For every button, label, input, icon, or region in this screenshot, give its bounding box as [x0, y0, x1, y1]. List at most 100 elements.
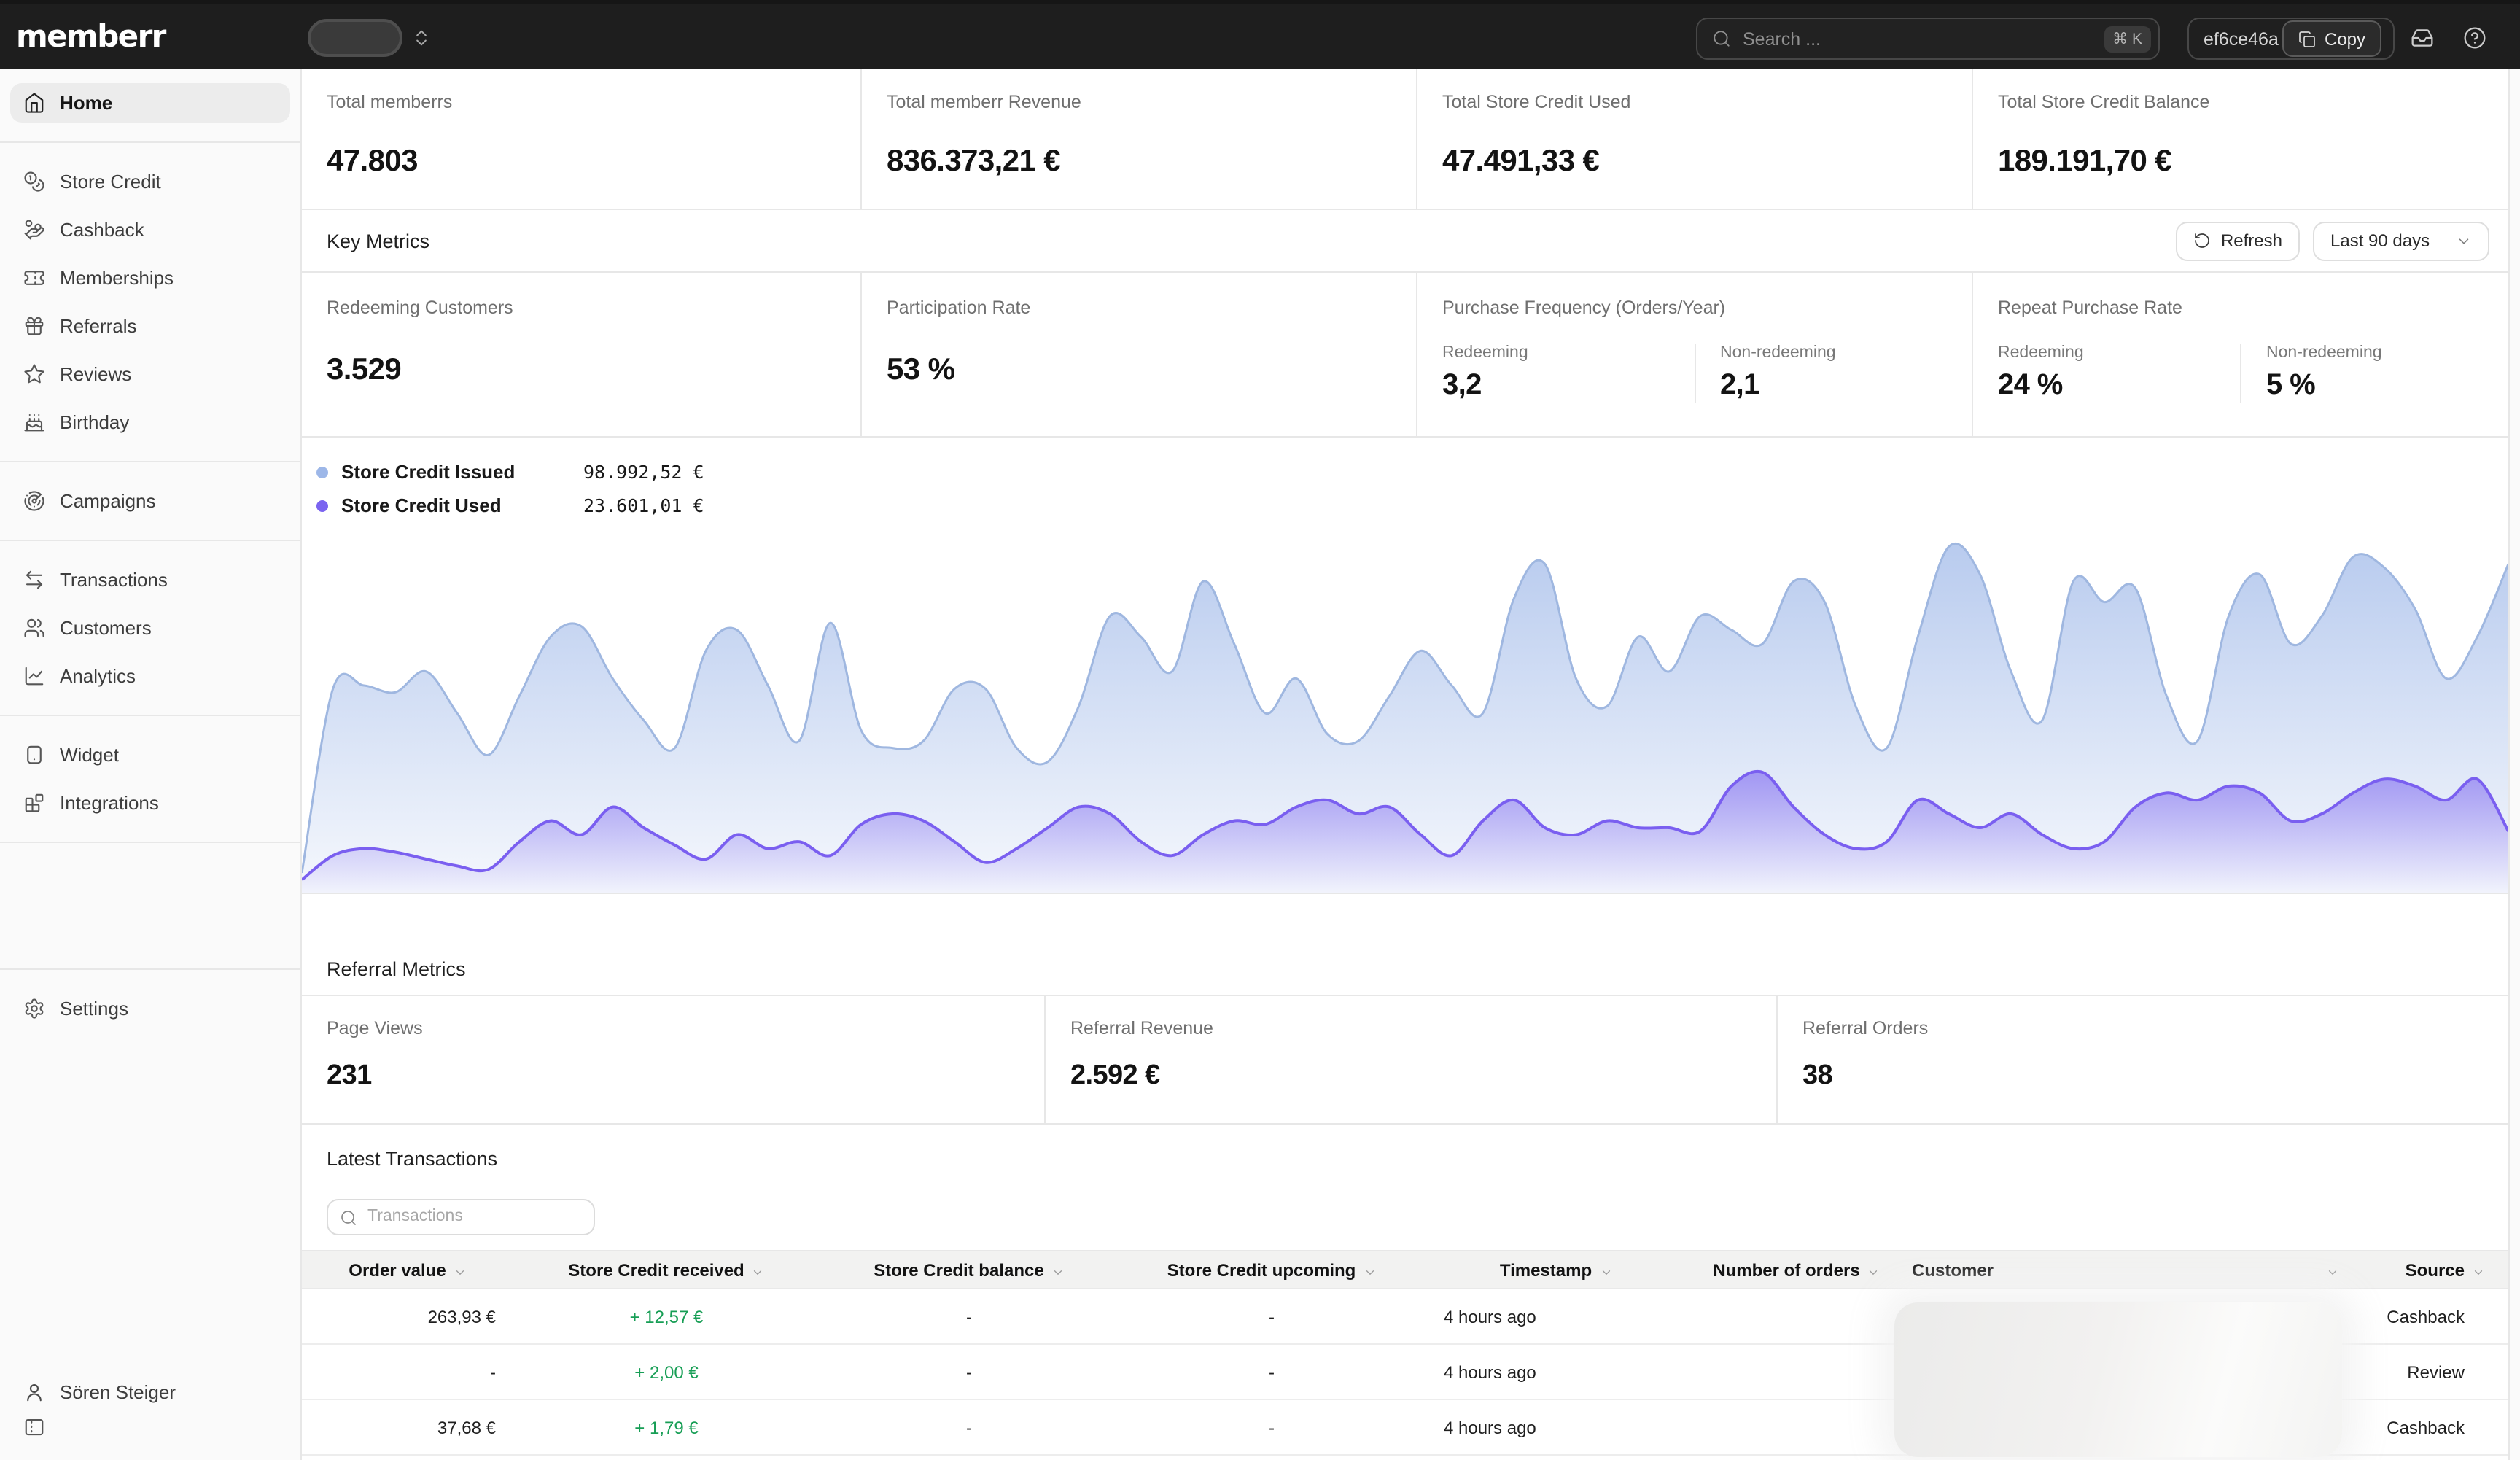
search-icon [1712, 29, 1731, 48]
cell-source: Cashback [2351, 1399, 2508, 1455]
sidebar-item-analytics[interactable]: Analytics [10, 656, 290, 696]
sub-label: Non-redeeming [2266, 344, 2508, 362]
cell-order_value: 37,68 € [302, 1399, 513, 1455]
stats-row: Total memberrs47.803Total memberr Revenu… [302, 69, 2508, 210]
metric-value: 3.529 [327, 353, 860, 388]
sidebar-item-cashback[interactable]: Cashback [10, 210, 290, 249]
sidebar-item-widget[interactable]: Widget [10, 735, 290, 774]
store-credit-chart-section: Store Credit Issued98.992,52 €Store Cred… [302, 438, 2508, 894]
column-header-source[interactable]: Source [2351, 1251, 2508, 1289]
cell-store_credit_upcoming: - [1119, 1289, 1425, 1344]
referral-metrics-title: Referral Metrics [327, 958, 466, 980]
gear-icon [23, 998, 45, 1020]
cell-number_of_orders [1687, 1289, 1906, 1344]
ref-value: 231 [327, 1060, 1044, 1092]
sidebar-item-memberships[interactable]: Memberships [10, 258, 290, 298]
sidebar-item-store-credit[interactable]: Store Credit [10, 162, 290, 201]
column-header-store-credit-received[interactable]: Store Credit received [513, 1251, 820, 1289]
sidebar-item-settings[interactable]: Settings [10, 989, 290, 1028]
column-header-store-credit-upcoming[interactable]: Store Credit upcoming [1119, 1251, 1425, 1289]
sidebar-item-label: Campaigns [60, 490, 156, 512]
search-shortcut-badge: ⌘ K [2104, 26, 2151, 52]
referral-metrics-header: Referral Metrics [302, 894, 2508, 996]
legend-series-name: Store Credit Issued [341, 461, 583, 483]
hand-coins-icon [23, 219, 45, 241]
cell-number_of_orders [1687, 1344, 1906, 1399]
app-root: memberr ⌘ K ef6ce46a Copy HomeStore Cred… [0, 0, 2520, 1460]
cell-store_credit_received: + 2,00 € [513, 1344, 820, 1399]
global-search[interactable]: ⌘ K [1696, 18, 2160, 60]
column-header-number-of-orders[interactable]: Number of orders [1687, 1251, 1906, 1289]
legend-dot [316, 466, 328, 478]
metric-sub-non-redeeming: Non-redeeming 5 % [2240, 344, 2508, 403]
sidebar-item-transactions[interactable]: Transactions [10, 560, 290, 599]
sub-label: Redeeming [1998, 344, 2240, 362]
sidebar-collapse-button[interactable] [23, 1415, 176, 1447]
sidebar-item-campaigns[interactable]: Campaigns [10, 481, 290, 521]
chevrons-up-down-icon[interactable] [411, 28, 432, 48]
user-menu[interactable]: Sören Steiger [23, 1381, 176, 1403]
transactions-search-input[interactable] [368, 1208, 582, 1225]
ref-label: Page Views [327, 1018, 1044, 1038]
metric-value: 53 % [887, 353, 1416, 388]
referral-card-referral-revenue: Referral Revenue2.592 € [1046, 996, 1778, 1123]
date-range-select[interactable]: Last 90 days [2313, 221, 2489, 260]
stat-label: Total memberr Revenue [887, 92, 1416, 112]
legend-row-store-credit-issued: Store Credit Issued98.992,52 € [316, 455, 704, 489]
sidebar-item-label: Referrals [60, 315, 137, 337]
sidebar-item-label: Store Credit [60, 171, 161, 193]
inbox-icon[interactable] [2411, 26, 2434, 50]
stat-value: 189.191,70 € [1998, 144, 2508, 179]
chevron-down-icon [1051, 1263, 1065, 1276]
sidebar-item-reviews[interactable]: Reviews [10, 354, 290, 394]
sidebar-item-label: Analytics [60, 665, 136, 687]
cell-timestamp: 4 hours ago [1425, 1289, 1687, 1344]
chevron-down-icon [1599, 1263, 1612, 1276]
refresh-label: Refresh [2221, 230, 2282, 251]
key-metrics-title: Key Metrics [327, 230, 2176, 252]
latest-transactions-title: Latest Transactions [327, 1148, 497, 1170]
sidebar-divider [0, 141, 300, 143]
sub-value: 5 % [2266, 369, 2508, 403]
arrows-left-right-icon [23, 569, 45, 591]
cell-store_credit_received: + 1,79 € [513, 1399, 820, 1455]
sub-value: 2,1 [1720, 369, 1972, 403]
stat-card-total-memberr-revenue: Total memberr Revenue 836.373,21 € [862, 69, 1418, 209]
help-icon[interactable] [2463, 26, 2486, 50]
sidebar-item-integrations[interactable]: Integrations [10, 783, 290, 823]
sidebar-item-birthday[interactable]: Birthday [10, 403, 290, 442]
sub-label: Non-redeeming [1720, 344, 1972, 362]
column-header-timestamp[interactable]: Timestamp [1425, 1251, 1687, 1289]
sidebar-item-label: Customers [60, 617, 152, 639]
cell-order_value: 263,93 € [302, 1289, 513, 1344]
search-input[interactable] [1743, 28, 2092, 49]
metric-card-repeat-purchase-rate: Repeat Purchase RateRedeeming24 %Non-red… [1973, 273, 2508, 436]
stat-value: 836.373,21 € [887, 144, 1416, 179]
stat-label: Total memberrs [327, 92, 860, 112]
cell-store_credit_balance: - [820, 1399, 1119, 1455]
refresh-icon [2193, 232, 2211, 249]
sidebar-item-home[interactable]: Home [10, 83, 290, 123]
chevron-down-icon [1363, 1263, 1376, 1276]
ticket-icon [23, 267, 45, 289]
workspace-selector[interactable] [308, 19, 402, 57]
refresh-button[interactable]: Refresh [2176, 221, 2300, 260]
transactions-search[interactable] [327, 1198, 595, 1235]
column-header-customer[interactable]: Customer [1906, 1251, 2351, 1289]
ref-label: Referral Orders [1802, 1018, 2508, 1038]
column-header-store-credit-balance[interactable]: Store Credit balance [820, 1251, 1119, 1289]
date-range-value: Last 90 days [2330, 230, 2430, 251]
cell-store_credit_balance: - [820, 1289, 1119, 1344]
search-icon [340, 1208, 357, 1225]
copy-button[interactable]: Copy [2282, 20, 2381, 57]
column-header-order-value[interactable]: Order value [302, 1251, 513, 1289]
user-icon [23, 1381, 45, 1403]
referral-card-referral-orders: Referral Orders38 [1778, 996, 2508, 1123]
sidebar-item-referrals[interactable]: Referrals [10, 306, 290, 346]
sidebar-divider [0, 461, 300, 462]
ref-label: Referral Revenue [1070, 1018, 1776, 1038]
chevron-down-icon [752, 1263, 765, 1276]
memberr-logo: memberr [16, 19, 166, 54]
sidebar-item-customers[interactable]: Customers [10, 608, 290, 648]
cell-store_credit_upcoming: - [1119, 1344, 1425, 1399]
